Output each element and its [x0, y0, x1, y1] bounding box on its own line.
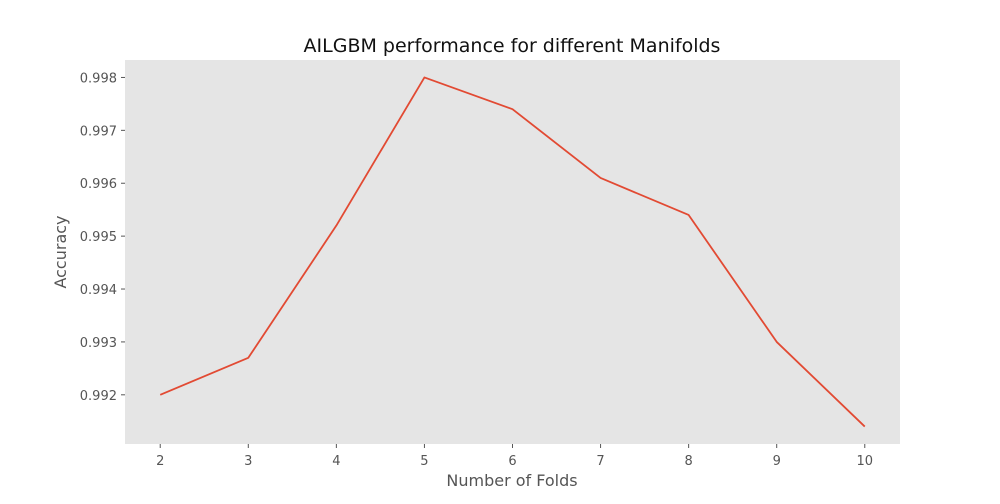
x-tick-label: 7 — [596, 454, 604, 469]
y-tick-label: 0.998 — [80, 71, 117, 86]
y-tick-label: 0.992 — [80, 389, 117, 404]
x-tick-label: 9 — [773, 454, 781, 469]
x-tick-label: 4 — [332, 454, 340, 469]
x-tick-label: 2 — [156, 454, 164, 469]
x-tick-label: 8 — [684, 454, 692, 469]
series-layer — [159, 76, 866, 428]
chart-title: AILGBM performance for different Manifol… — [304, 35, 721, 57]
x-tick-label: 5 — [420, 454, 428, 469]
y-tick-label: 0.994 — [80, 283, 117, 298]
x-tick-label: 3 — [244, 454, 252, 469]
y-axis-label: Accuracy — [51, 215, 70, 288]
y-tick-label: 0.996 — [80, 177, 117, 192]
y-axis-ticks: 0.992 0.993 0.994 0.995 0.996 0.997 0.998 — [80, 71, 125, 404]
y-tick-label: 0.993 — [80, 336, 117, 351]
x-axis-label: Number of Folds — [446, 471, 577, 490]
x-tick-label: 6 — [508, 454, 516, 469]
y-tick-label: 0.995 — [80, 230, 117, 245]
plot-area — [125, 60, 900, 444]
y-tick-label: 0.997 — [80, 124, 117, 139]
x-tick-label: 10 — [856, 454, 873, 469]
x-axis-ticks: 2 3 4 5 6 7 8 9 10 — [156, 444, 873, 469]
series-line-0 — [159, 76, 866, 428]
